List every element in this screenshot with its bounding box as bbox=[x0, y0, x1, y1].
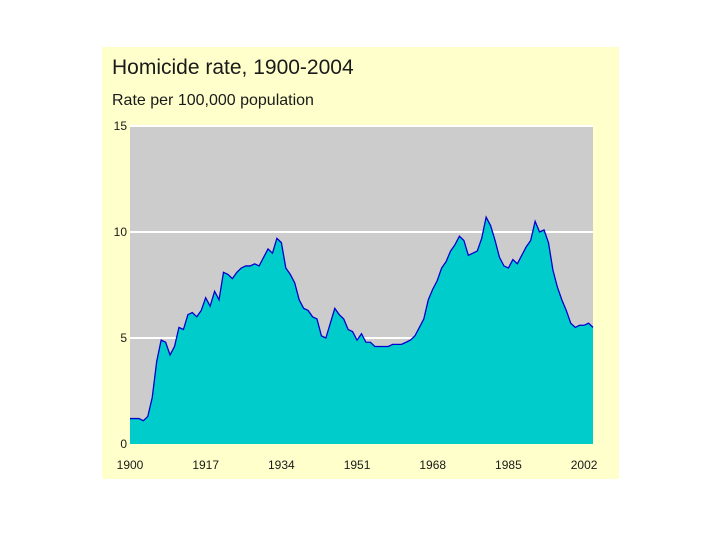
x-tick-label-1917: 1917 bbox=[192, 458, 219, 472]
x-tick-label-1951: 1951 bbox=[344, 458, 371, 472]
x-tick-label-1900: 1900 bbox=[117, 458, 144, 472]
x-tick-label-1968: 1968 bbox=[419, 458, 446, 472]
homicide-rate-area-chart: 0 5 10 15 1900 1917 1934 1951 1968 1985 2002 bbox=[114, 119, 598, 472]
y-tick-label-5: 5 bbox=[120, 331, 127, 345]
x-tick-label-1985: 1985 bbox=[495, 458, 522, 472]
series-area bbox=[130, 217, 593, 444]
y-tick-label-10: 10 bbox=[114, 225, 128, 239]
x-tick-label-1934: 1934 bbox=[268, 458, 295, 472]
y-tick-label-0: 0 bbox=[120, 437, 127, 451]
x-tick-label-2002: 2002 bbox=[571, 458, 598, 472]
chart-subtitle: Rate per 100,000 population bbox=[112, 92, 314, 109]
y-tick-label-15: 15 bbox=[114, 119, 128, 133]
series-line bbox=[130, 215, 594, 422]
chart-panel: Homicide rate, 1900-2004 Rate per 100,00… bbox=[102, 47, 619, 479]
chart-title: Homicide rate, 1900-2004 bbox=[112, 56, 354, 79]
